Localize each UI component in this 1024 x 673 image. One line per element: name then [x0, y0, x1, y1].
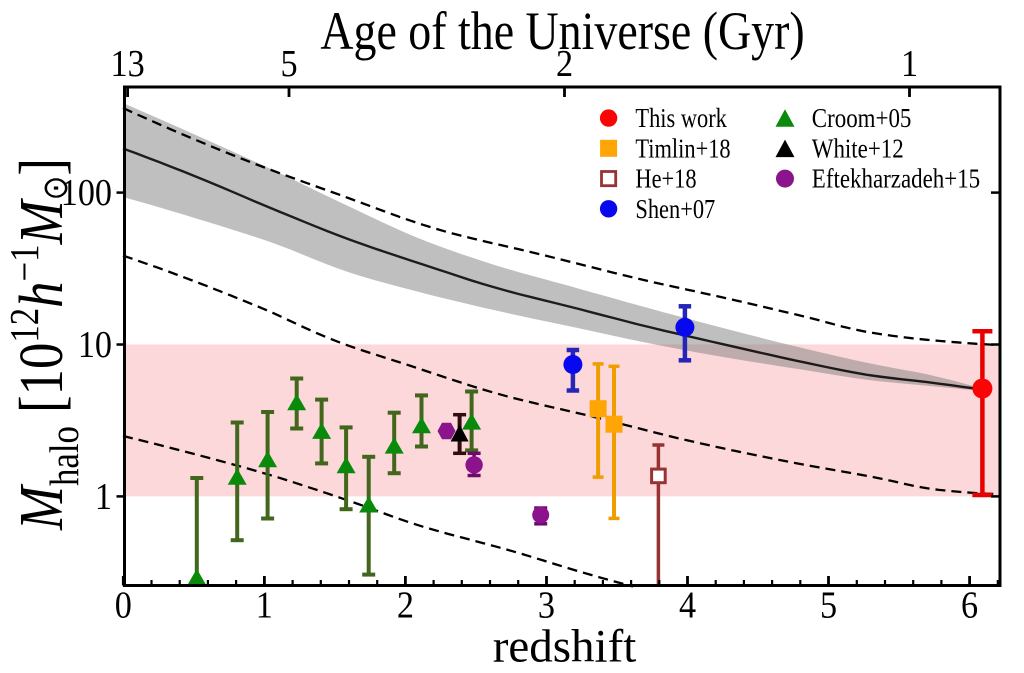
- svg-text:2: 2: [397, 584, 414, 626]
- svg-text:13: 13: [111, 42, 145, 84]
- svg-text:White+12: White+12: [812, 135, 904, 164]
- svg-text:Eftekharzadeh+15: Eftekharzadeh+15: [812, 165, 980, 194]
- svg-text:1: 1: [95, 475, 112, 517]
- svg-text:5: 5: [280, 42, 297, 84]
- svg-text:1: 1: [256, 584, 273, 626]
- svg-text:100: 100: [61, 171, 112, 213]
- svg-text:3: 3: [538, 584, 555, 626]
- svg-text:redshift: redshift: [493, 621, 637, 673]
- svg-text:5: 5: [820, 584, 837, 626]
- svg-text:Age of the Universe (Gyr): Age of the Universe (Gyr): [320, 1, 804, 61]
- svg-text:4: 4: [679, 584, 696, 626]
- svg-text:Mhalo [1012h−1M⊙]: Mhalo [1012h−1M⊙]: [2, 158, 87, 531]
- svg-text:Timlin+18: Timlin+18: [635, 134, 730, 163]
- svg-text:10: 10: [78, 323, 112, 365]
- svg-text:Croom+05: Croom+05: [812, 104, 912, 133]
- svg-text:Shen+07: Shen+07: [635, 195, 715, 224]
- svg-text:He+18: He+18: [635, 165, 696, 194]
- svg-text:1: 1: [901, 42, 918, 84]
- svg-text:2: 2: [556, 42, 573, 84]
- svg-text:6: 6: [961, 584, 978, 626]
- svg-text:0: 0: [115, 584, 132, 626]
- svg-text:This work: This work: [635, 104, 727, 133]
